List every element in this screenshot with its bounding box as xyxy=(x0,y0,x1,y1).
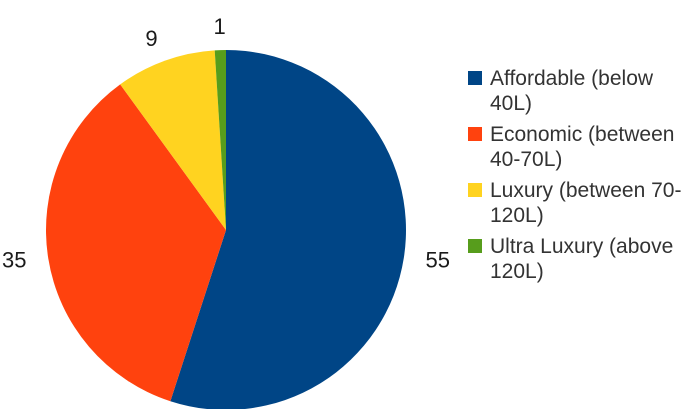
legend-swatch-economic xyxy=(468,127,482,141)
legend-label-luxury: Luxury (between 70-120L) xyxy=(490,179,682,227)
legend-item-economic: Economic (between 40-70L) xyxy=(468,122,690,172)
legend: Affordable (below 40L) Economic (between… xyxy=(468,66,690,290)
legend-label-ultra-luxury: Ultra Luxury (above 120L) xyxy=(490,235,674,283)
pie-slice-ultra-luxury xyxy=(214,50,226,230)
pie-slice-luxury xyxy=(120,50,226,230)
legend-item-luxury: Luxury (between 70-120L) xyxy=(468,178,690,228)
data-label-affordable: 55 xyxy=(426,247,450,272)
legend-label-economic: Economic (between 40-70L) xyxy=(490,123,675,171)
pie-slices xyxy=(45,50,406,409)
legend-swatch-luxury xyxy=(468,183,482,197)
pie-data-labels: 55 35 9 1 xyxy=(2,14,450,273)
legend-swatch-ultra-luxury xyxy=(468,239,482,253)
legend-item-ultra-luxury: Ultra Luxury (above 120L) xyxy=(468,234,690,284)
legend-swatch-affordable xyxy=(468,71,482,85)
legend-label-affordable: Affordable (below 40L) xyxy=(490,67,654,115)
data-label-ultra-luxury: 1 xyxy=(214,14,226,39)
legend-item-affordable: Affordable (below 40L) xyxy=(468,66,690,116)
data-label-luxury: 9 xyxy=(145,26,157,51)
pie-slice-economic xyxy=(45,84,226,402)
pie-slice-affordable xyxy=(170,50,406,409)
data-label-economic: 35 xyxy=(2,247,26,272)
